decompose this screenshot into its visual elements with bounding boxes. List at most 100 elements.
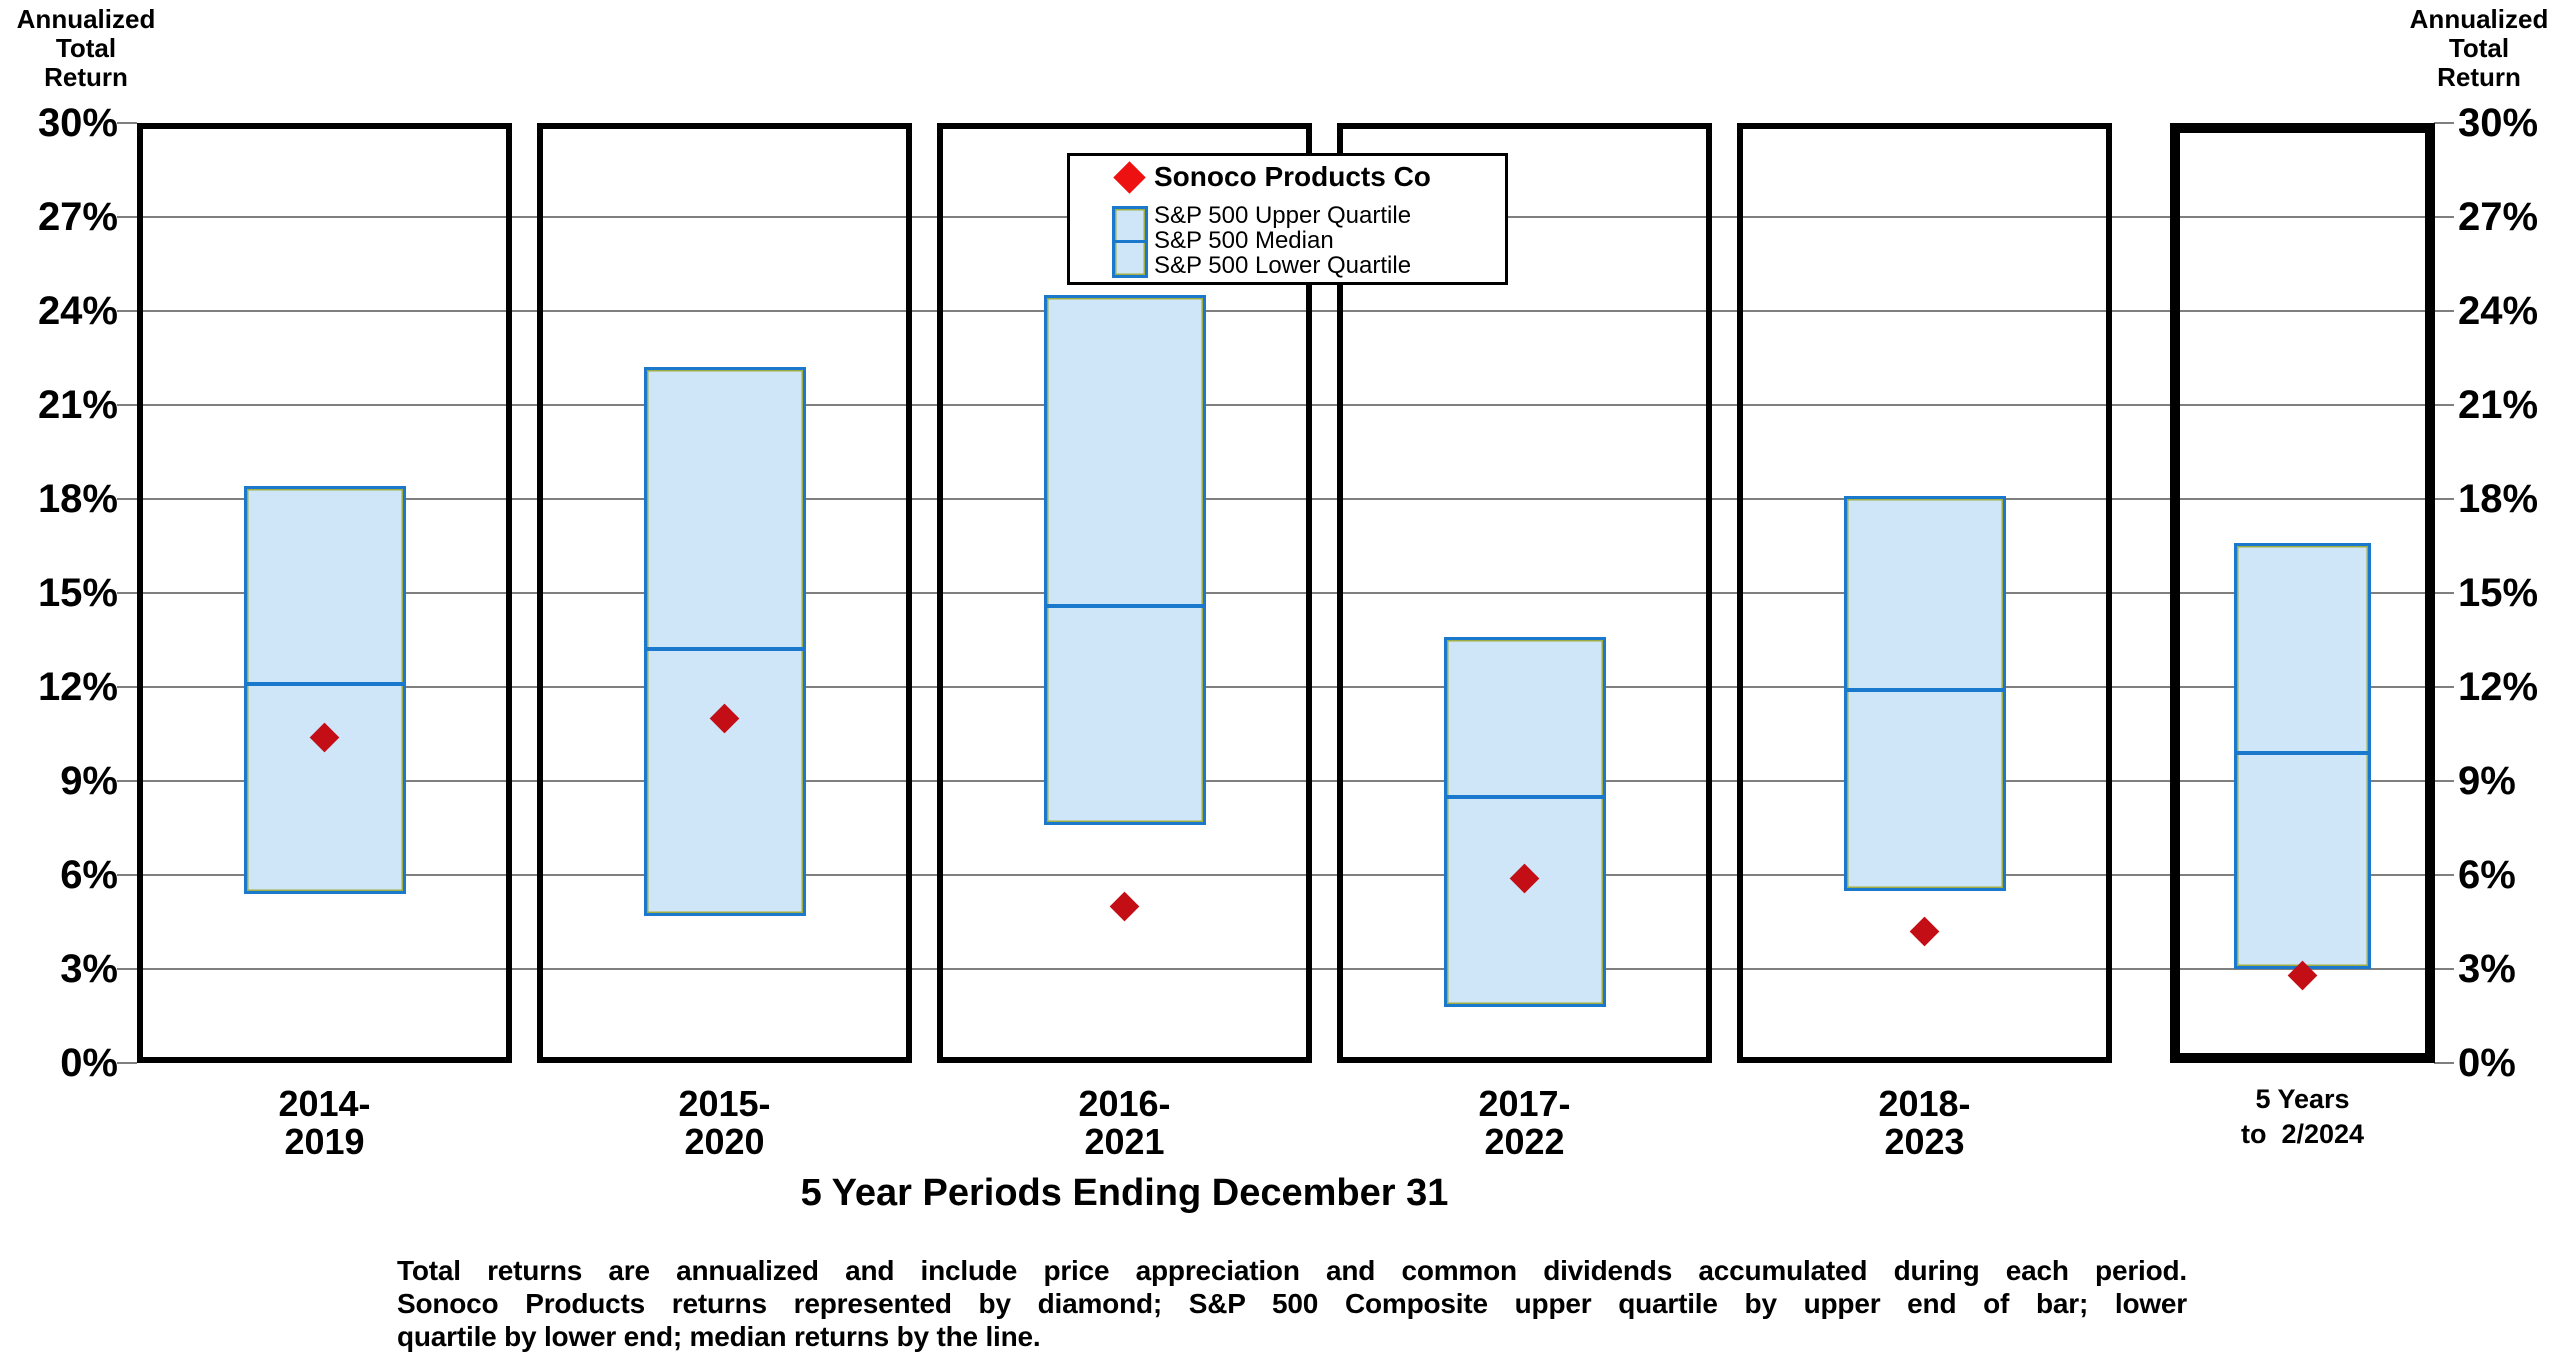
y-axis-tick-left [117, 686, 137, 688]
y-axis-label-right: 18% [2458, 477, 2539, 521]
footnote-line: Total returns are annualized and include… [397, 1255, 2187, 1286]
left-axis-title: Annualized Total Return [0, 5, 172, 92]
y-axis-tick-left [117, 874, 137, 876]
period-label: 2016- 2021 [1078, 1083, 1171, 1162]
y-axis-tick-left [117, 968, 137, 970]
y-axis-label-right: 30% [2458, 101, 2539, 145]
y-axis-tick-left [117, 592, 137, 594]
y-axis-label-right: 3% [2458, 947, 2516, 991]
grid-line [137, 874, 2435, 876]
y-axis-label-right: 12% [2458, 665, 2539, 709]
y-axis-tick-left [117, 122, 137, 124]
quartile-bar [643, 367, 806, 916]
grid-line [137, 780, 2435, 782]
y-axis-tick-right [2434, 310, 2454, 312]
grid-line [137, 968, 2435, 970]
y-axis-label-left: 15% [37, 571, 118, 615]
quartile-bar [1443, 636, 1606, 1007]
period-label: 5 Years to 2/2024 [2240, 1084, 2365, 1149]
y-axis-tick-right [2434, 404, 2454, 406]
y-axis-tick-right [2434, 686, 2454, 688]
y-axis-label-left: 3% [60, 947, 118, 991]
period-label: 2017- 2022 [1478, 1083, 1571, 1162]
y-axis-label-left: 18% [37, 477, 118, 521]
quartile-bar [1843, 495, 2006, 891]
y-axis-label-right: 6% [2458, 853, 2516, 897]
grid-line [137, 686, 2435, 688]
footnote: Total returns are annualized and include… [397, 1254, 2187, 1353]
median-line [1446, 794, 1603, 799]
right-axis-title: Annualized Total Return [2393, 5, 2560, 92]
left-axis-title-line: Annualized [16, 4, 156, 34]
y-axis-tick-right [2434, 780, 2454, 782]
y-axis-tick-left [117, 780, 137, 782]
legend-item-upper-quartile: S&P 500 Upper Quartile [1154, 202, 1412, 229]
y-axis-label-left: 21% [37, 383, 118, 427]
y-axis-label-left: 0% [60, 1041, 118, 1085]
right-axis-title-line: Return [2437, 62, 2521, 92]
y-axis-tick-left [117, 1062, 137, 1064]
y-axis-label-right: 21% [2458, 383, 2539, 427]
grid-line [137, 404, 2435, 406]
median-line [646, 647, 803, 652]
right-axis-title-line: Annualized [2409, 4, 2549, 34]
y-axis-label-right: 27% [2458, 195, 2539, 239]
y-axis-label-right: 9% [2458, 759, 2516, 803]
y-axis-tick-left [117, 216, 137, 218]
period-panel [537, 123, 912, 1063]
y-axis-label-left: 27% [37, 195, 118, 239]
period-panel [137, 123, 512, 1063]
median-line [1046, 603, 1203, 608]
legend-series-sonoco: Sonoco Products Co [1154, 161, 1431, 192]
legend-items: S&P 500 Upper Quartile S&P 500 Median S&… [1154, 203, 1411, 278]
y-axis-tick-right [2434, 592, 2454, 594]
y-axis-label-left: 9% [60, 759, 118, 803]
median-line [1846, 688, 2003, 693]
quartile-bar [2234, 542, 2371, 969]
left-axis-title-line: Total [55, 33, 117, 63]
y-axis-label-left: 30% [37, 101, 118, 145]
period-label: 2018- 2023 [1878, 1083, 1971, 1162]
period-label: 2014- 2019 [278, 1083, 371, 1162]
y-axis-tick-right [2434, 498, 2454, 500]
y-axis-tick-right [2434, 968, 2454, 970]
sonoco-diamond-icon [1113, 161, 1146, 194]
median-line [246, 681, 403, 686]
period-panel [1737, 123, 2112, 1063]
period-panel [2170, 123, 2435, 1063]
grid-line [137, 310, 2435, 312]
period-panel [937, 123, 1312, 1063]
y-axis-tick-left [117, 498, 137, 500]
footnote-line: quartile by lower end; median returns by… [397, 1321, 1041, 1352]
right-axis-title-line: Total [2448, 33, 2510, 63]
y-axis-tick-right [2434, 874, 2454, 876]
y-axis-tick-right [2434, 122, 2454, 124]
y-axis-label-left: 24% [37, 289, 118, 333]
legend-item-median: S&P 500 Median [1154, 227, 1334, 254]
y-axis-label-right: 24% [2458, 289, 2539, 333]
y-axis-label-right: 0% [2458, 1041, 2516, 1085]
quartile-bar [243, 486, 406, 894]
grid-line [137, 498, 2435, 500]
period-label: 2015- 2020 [678, 1083, 771, 1162]
y-axis-tick-left [117, 310, 137, 312]
x-axis-title: 5 Year Periods Ending December 31 [800, 1172, 1449, 1214]
grid-line [137, 592, 2435, 594]
y-axis-tick-left [117, 404, 137, 406]
median-line [2237, 750, 2368, 755]
y-axis-label-right: 15% [2458, 571, 2539, 615]
y-axis-label-left: 6% [60, 853, 118, 897]
y-axis-tick-right [2434, 216, 2454, 218]
quartile-bar [1043, 295, 1206, 825]
quartile-box-icon [1112, 206, 1148, 278]
period-panel [1337, 123, 1712, 1063]
legend-item-lower-quartile: S&P 500 Lower Quartile [1154, 252, 1412, 279]
y-axis-label-left: 12% [37, 665, 118, 709]
footnote-line: Sonoco Products returns represented by d… [397, 1288, 2187, 1319]
y-axis-tick-right [2434, 1062, 2454, 1064]
left-axis-title-line: Return [44, 62, 128, 92]
median-line-icon [1115, 240, 1145, 243]
legend: Sonoco Products Co S&P 500 Upper Quartil… [1067, 153, 1508, 285]
